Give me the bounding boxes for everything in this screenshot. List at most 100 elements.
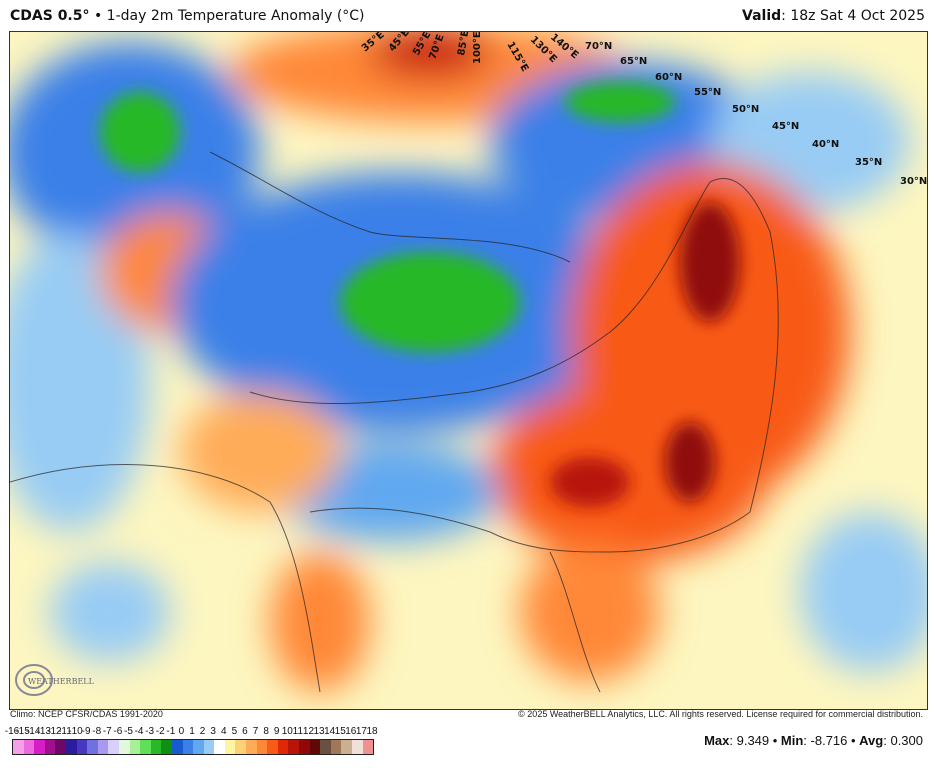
max-value: : 9.349 • xyxy=(729,733,781,748)
colorbar-swatch xyxy=(97,740,109,754)
lat-label: 35°N xyxy=(855,157,882,168)
colorbar-tick: 10 xyxy=(281,726,293,737)
colorbar-tick: 3 xyxy=(210,726,216,737)
lat-label: 65°N xyxy=(620,56,647,67)
colorbar xyxy=(12,739,374,755)
lon-label: 85°E xyxy=(456,32,471,57)
lon-label: 100°E xyxy=(472,32,483,64)
country-borders xyxy=(10,151,779,693)
colorbar-tick: -15 xyxy=(15,726,30,737)
colorbar-tick: -6 xyxy=(113,726,123,737)
colorbar-swatch xyxy=(256,740,268,754)
stats: Max: 9.349 • Min: -8.716 • Avg: 0.300 xyxy=(704,733,923,748)
colorbar-tick: -8 xyxy=(92,726,102,737)
colorbar-tick: -2 xyxy=(155,726,165,737)
min-label: Min xyxy=(780,733,804,748)
lat-label: 55°N xyxy=(694,87,721,98)
lat-label: 30°N xyxy=(900,176,927,187)
colorbar-tick: 7 xyxy=(252,726,259,737)
colorbar-tick: 8 xyxy=(263,726,269,737)
colorbar-tick: 9 xyxy=(273,726,280,737)
colorbar-tick: -14 xyxy=(25,726,41,737)
model-name: CDAS 0.5° xyxy=(10,8,90,24)
valid-value: : 18z Sat 4 Oct 2025 xyxy=(781,8,925,24)
valid-label: Valid xyxy=(742,8,782,24)
colorbar-swatch xyxy=(65,740,77,754)
lat-label: 70°N xyxy=(585,41,612,52)
colorbar-tick: -16 xyxy=(4,726,20,737)
colorbar-tick: -3 xyxy=(145,726,155,737)
colorbar-tick: 15 xyxy=(334,726,346,737)
colorbar-tick: 12 xyxy=(302,726,315,737)
colorbar-tick: 14 xyxy=(324,726,336,737)
colorbar-tick: 4 xyxy=(220,726,227,737)
colorbar-tick: 0 xyxy=(178,726,185,737)
colorbar-tick: -4 xyxy=(134,726,144,737)
colorbar-tick: -5 xyxy=(124,726,133,737)
colorbar-tick: -7 xyxy=(102,726,112,737)
anomaly-field xyxy=(10,32,927,692)
separator: • xyxy=(93,8,103,24)
colorbar-tick: 6 xyxy=(242,726,248,737)
colorbar-swatch xyxy=(288,740,300,754)
colorbar-swatch xyxy=(224,740,236,754)
colorbar-swatch xyxy=(246,740,257,754)
max-label: Max xyxy=(704,733,730,748)
anomaly-extremes xyxy=(100,82,740,507)
avg-value: : 0.300 xyxy=(883,733,923,748)
colorbar-tick: -11 xyxy=(58,726,72,737)
colorbar-swatch xyxy=(352,740,363,754)
colorbar-swatch xyxy=(108,740,119,754)
colorbar-swatch xyxy=(87,740,98,754)
lat-label: 45°N xyxy=(772,121,799,132)
colorbar-swatch xyxy=(341,740,352,754)
colorbar-swatch xyxy=(23,740,35,754)
colorbar-tick: 11 xyxy=(292,726,304,737)
min-value: : -8.716 • xyxy=(803,733,860,748)
colorbar-tick: -12 xyxy=(47,726,62,737)
svg-text:WEATHERBELL: WEATHERBELL xyxy=(28,677,94,686)
valid-time: Valid: 18z Sat 4 Oct 2025 xyxy=(742,8,925,24)
chart-title: CDAS 0.5° • 1-day 2m Temperature Anomaly… xyxy=(10,8,365,24)
colorbar-swatch xyxy=(129,740,141,754)
colorbar-tick: -13 xyxy=(36,726,51,737)
colorbar-swatch xyxy=(330,740,342,754)
lat-label: 60°N xyxy=(655,72,682,83)
colorbar-swatch xyxy=(193,740,204,754)
colorbar-tick: -10 xyxy=(68,726,83,737)
lat-label: 40°N xyxy=(812,139,839,150)
colorbar-swatch xyxy=(203,740,215,754)
colorbar-tick: 13 xyxy=(313,726,325,737)
climo-note: Climo: NCEP CFSR/CDAS 1991-2020 xyxy=(10,709,163,719)
colorbar-swatch xyxy=(320,740,331,754)
colorbar-swatch xyxy=(171,740,183,754)
colorbar-swatch xyxy=(161,740,172,754)
product-name: 1-day 2m Temperature Anomaly (°C) xyxy=(106,8,365,24)
colorbar-swatch xyxy=(235,740,247,754)
colorbar-swatch xyxy=(118,740,130,754)
colorbar-swatch xyxy=(299,740,310,754)
colorbar-tick: 5 xyxy=(231,726,238,737)
colorbar-swatch xyxy=(76,740,88,754)
avg-label: Avg xyxy=(859,733,884,748)
colorbar-ticks: -16 -15 -14 -13 -12 -11 -10 -9 -8 -7 -6 -5 -4 -3 -2 -1 0… xyxy=(5,726,378,738)
colorbar-swatch xyxy=(150,740,162,754)
weatherbell-logo: WEATHERBELL xyxy=(14,660,95,704)
colorbar-tick: 18 xyxy=(366,726,378,737)
colorbar-tick: 2 xyxy=(199,726,206,737)
colorbar-swatch xyxy=(13,740,24,754)
colorbar-swatch xyxy=(140,740,151,754)
colorbar-swatch xyxy=(267,740,278,754)
colorbar-swatch xyxy=(182,740,194,754)
colorbar-swatch xyxy=(362,740,374,754)
colorbar-swatch xyxy=(309,740,321,754)
anomaly-map: 35°E 45°E 55°E 70°E 85°E 100°E 115°E 130… xyxy=(9,31,928,710)
colorbar-tick: -1 xyxy=(166,726,176,737)
colorbar-swatch xyxy=(277,740,289,754)
copyright: © 2025 WeatherBELL Analytics, LLC. All r… xyxy=(518,709,923,719)
colorbar-swatch xyxy=(55,740,66,754)
colorbar-tick: 1 xyxy=(189,726,195,737)
colorbar-tick: 17 xyxy=(355,726,367,737)
colorbar-swatch xyxy=(214,740,225,754)
colorbar-tick: 16 xyxy=(345,726,357,737)
